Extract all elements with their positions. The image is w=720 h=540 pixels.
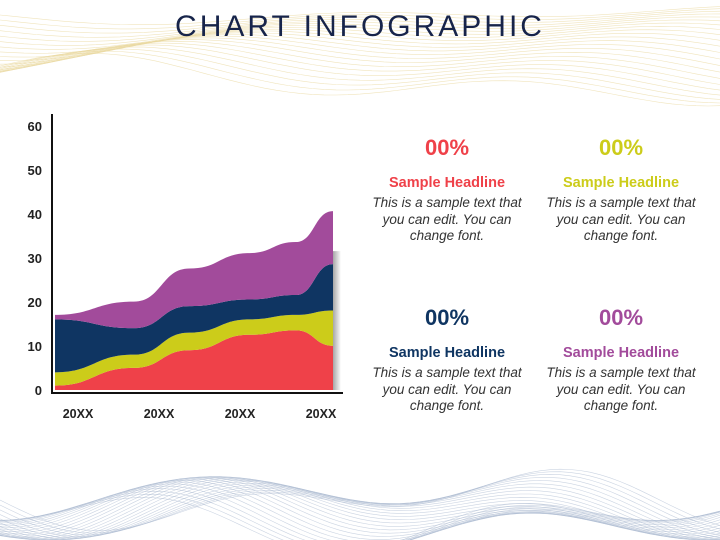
area-series-1 — [55, 330, 333, 390]
top-wave-line — [0, 52, 720, 107]
y-tick-label: 40 — [28, 207, 42, 222]
y-tick-label: 50 — [28, 163, 42, 178]
top-wave-line — [0, 46, 720, 96]
bottom-wave-line — [0, 478, 720, 540]
bottom-wave-line — [0, 485, 720, 540]
bottom-wave-line — [0, 481, 720, 540]
area-series-3 — [55, 264, 333, 373]
top-wave-line — [0, 50, 720, 104]
bottom-wave-line — [0, 476, 720, 537]
bottom-wave-line — [0, 491, 720, 540]
info-card-3: 00% Sample Headline This is a sample tex… — [362, 305, 532, 415]
bottom-wave-line — [0, 483, 720, 540]
area-series-4 — [55, 211, 333, 329]
card-percent: 00% — [598, 305, 644, 330]
bottom-wave-line — [0, 479, 720, 540]
bottom-wave-line — [0, 476, 720, 534]
card-headline: Sample Headline — [388, 345, 506, 361]
top-wave-line — [0, 42, 720, 85]
bottom-wave-line — [0, 477, 720, 537]
chart-edge-shadow — [333, 251, 341, 390]
y-tick-label: 20 — [28, 295, 42, 310]
y-tick-label: 0 — [35, 383, 42, 398]
x-tick-label: 20XX — [144, 407, 175, 421]
info-card-1: 00% Sample Headline This is a sample tex… — [362, 135, 532, 245]
card-body: This is a sample text that you can edit.… — [372, 195, 522, 243]
x-tick-label: 20XX — [225, 407, 256, 421]
card-percent: 00% — [424, 305, 470, 330]
top-wave-line — [0, 39, 720, 73]
bottom-wave-decoration — [0, 468, 720, 540]
card-body: This is a sample text that you can edit.… — [546, 365, 696, 413]
x-tick-label: 20XX — [63, 407, 94, 421]
info-card-4: 00% Sample Headline This is a sample tex… — [536, 305, 706, 415]
bottom-wave-line — [0, 478, 720, 537]
bottom-wave-line — [0, 468, 720, 532]
bottom-wave-line — [0, 479, 720, 540]
bottom-wave-line — [0, 476, 720, 536]
bottom-wave-line — [0, 471, 720, 534]
card-headline: Sample Headline — [562, 345, 680, 361]
card-headline: Sample Headline — [388, 175, 506, 191]
page-title: CHART INFOGRAPHIC — [175, 10, 545, 43]
x-tick-label: 20XX — [306, 407, 337, 421]
bottom-wave-line — [0, 481, 720, 540]
info-card-2: 00% Sample Headline This is a sample tex… — [536, 135, 706, 245]
bottom-wave-line — [0, 477, 720, 534]
card-percent: 00% — [598, 135, 644, 160]
bottom-wave-line — [0, 477, 720, 540]
bottom-wave-line — [0, 483, 720, 540]
bottom-wave-line — [0, 480, 720, 539]
top-wave-line — [0, 48, 720, 100]
bottom-wave-line — [0, 493, 720, 540]
bottom-wave-line — [0, 483, 720, 540]
stacked-area-chart: 0 10 20 30 40 50 60 20XX 20XX 20XX 20XX — [28, 114, 343, 421]
y-tick-label: 30 — [28, 251, 42, 266]
card-headline: Sample Headline — [562, 175, 680, 191]
top-wave-line — [0, 44, 720, 91]
bottom-wave-line — [0, 497, 720, 540]
card-body: This is a sample text that you can edit.… — [546, 195, 696, 243]
bottom-wave-line — [0, 476, 720, 540]
bottom-wave-line — [0, 476, 720, 539]
bottom-wave-line — [0, 474, 720, 536]
top-wave-line — [0, 40, 720, 79]
y-tick-label: 60 — [28, 119, 42, 134]
area-series-2 — [55, 310, 333, 386]
y-tick-label: 10 — [28, 339, 42, 354]
card-body: This is a sample text that you can edit.… — [372, 365, 522, 413]
bottom-wave-line — [0, 488, 720, 540]
card-percent: 00% — [424, 135, 470, 160]
